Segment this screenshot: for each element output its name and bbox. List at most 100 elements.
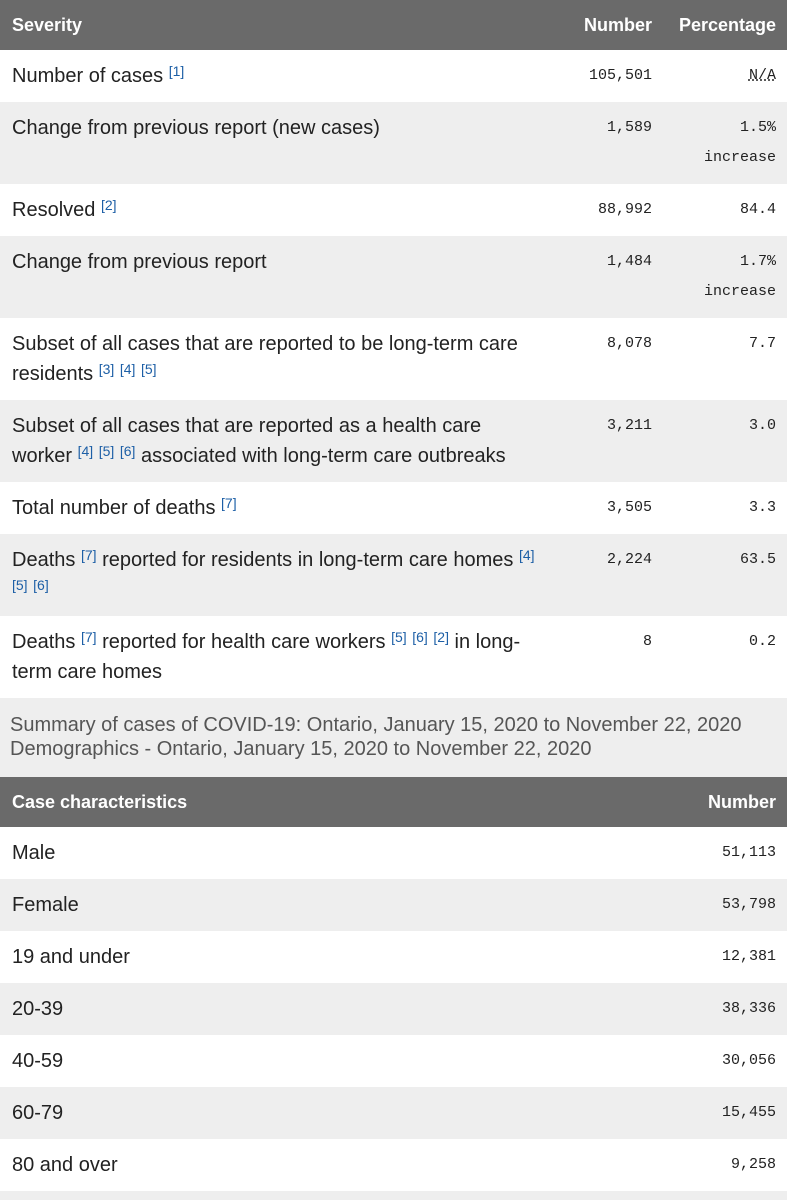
footnote-link[interactable]: [6]	[119, 443, 136, 459]
table-row: Deaths [7] reported for health care work…	[0, 616, 787, 698]
percentage-text: 0.2	[748, 633, 776, 650]
label-text: Total number of deaths	[12, 497, 216, 519]
label-text: Number of cases	[12, 65, 164, 87]
table-row: Number of cases [1] 105,501 N/A	[0, 50, 787, 102]
percentage-cell: 3.3	[652, 482, 787, 534]
label-cell: Female	[0, 879, 560, 931]
header-cell: Case characteristics	[0, 777, 560, 827]
table-row: Subset of all cases that are reported to…	[0, 318, 787, 400]
label-cell: Change from previous report	[0, 236, 560, 318]
table-row: 60-79 15,455	[0, 1087, 787, 1139]
label-cell: Deaths [7] reported for residents in lon…	[0, 534, 560, 616]
percentage-cell: 3.0	[652, 400, 787, 482]
severity-table: Severity Number Percentage Number of cas…	[0, 0, 787, 698]
caption-line: Summary of cases of COVID-19: Ontario, J…	[10, 714, 742, 736]
footnote-link[interactable]: [4]	[77, 443, 94, 459]
table-row: Resolved [2] 88,992 84.4	[0, 184, 787, 236]
footnote-link[interactable]: [3]	[98, 361, 115, 377]
number-cell: 8	[560, 616, 652, 698]
label-text: in long-term care homes	[12, 631, 521, 683]
label-cell: 40-59	[0, 1035, 560, 1087]
table-row: Male 51,113	[0, 827, 787, 879]
label-cell: 60-79	[0, 1087, 560, 1139]
label-text: Deaths	[12, 631, 76, 653]
label-text: reported for residents in long-term care…	[102, 549, 514, 571]
footnote-link[interactable]: [2]	[100, 197, 117, 213]
footnote-link[interactable]: [6]	[33, 577, 49, 593]
label-cell: 19 and under	[0, 931, 560, 983]
label-text: reported for health care workers	[102, 631, 386, 653]
footnote-link[interactable]: [5]	[141, 361, 157, 377]
footnote-link[interactable]: [7]	[221, 495, 237, 511]
label-cell: Total number of deaths [7]	[0, 482, 560, 534]
table-row: Total number of deaths [7] 3,505 3.3	[0, 482, 787, 534]
header-cell: Severity	[0, 0, 560, 50]
label-text: Subset of all cases that are reported to…	[12, 333, 518, 385]
footnote-link[interactable]: [5]	[98, 443, 115, 459]
percentage-text: 1.7% increase	[703, 253, 776, 300]
number-cell: 8,078	[560, 318, 652, 400]
number-cell: 3,211	[560, 400, 652, 482]
number-cell: 15,455	[560, 1087, 787, 1139]
number-cell: 12,381	[560, 931, 787, 983]
header-cell: Number	[560, 0, 652, 50]
label-cell: Number of cases [1]	[0, 50, 560, 102]
percentage-text: 3.3	[748, 499, 776, 516]
number-cell: 9,258	[560, 1139, 787, 1191]
percentage-cell: 1.7% increase	[652, 236, 787, 318]
table-row: Female 53,798	[0, 879, 787, 931]
footnote-link[interactable]: [5]	[12, 577, 28, 593]
table-row: Deaths [7] reported for residents in lon…	[0, 534, 787, 616]
number-cell: 1,589	[560, 102, 652, 184]
caption-line: Demographics - Ontario, January 15, 2020…	[10, 738, 592, 760]
number-cell: 88,992	[560, 184, 652, 236]
footnote-link[interactable]: [2]	[433, 629, 449, 645]
footnote-link[interactable]: [4]	[518, 547, 535, 563]
label-text: Subset of all cases that are reported as…	[12, 415, 482, 467]
percentage-text: 3.0	[748, 417, 776, 434]
footnote-link[interactable]: [7]	[80, 547, 97, 563]
footnote-link[interactable]: [1]	[168, 63, 185, 79]
label-text: associated with long-term care outbreaks	[141, 445, 506, 467]
table-row: Change from previous report 1,484 1.7% inc…	[0, 236, 787, 318]
footnote-link[interactable]: [7]	[80, 629, 97, 645]
header-row: Severity Number Percentage	[0, 0, 787, 50]
footnote-link[interactable]: [4]	[119, 361, 136, 377]
header-cell: Percentage	[652, 0, 787, 50]
label-cell: Subset of all cases that are reported to…	[0, 318, 560, 400]
percentage-cell: 1.5% increase	[652, 102, 787, 184]
label-cell: Resolved [2]	[0, 184, 560, 236]
number-cell: 2,224	[560, 534, 652, 616]
label-text: Change from previous report (new cases)	[12, 117, 380, 139]
percentage-text: 84.4	[739, 201, 776, 218]
demographics-table: Case characteristics Number Male 51,113 Fe…	[0, 777, 787, 1191]
percentage-text: N/A	[748, 67, 776, 84]
label-text: Deaths	[12, 549, 76, 571]
number-cell: 38,336	[560, 983, 787, 1035]
label-cell: Subset of all cases that are reported as…	[0, 400, 560, 482]
number-cell: 1,484	[560, 236, 652, 318]
percentage-cell: 63.5	[652, 534, 787, 616]
number-cell: 3,505	[560, 482, 652, 534]
percentage-text: 7.7	[748, 335, 776, 352]
percentage-cell: 0.2	[652, 616, 787, 698]
label-cell: 80 and over	[0, 1139, 560, 1191]
percentage-cell: 7.7	[652, 318, 787, 400]
label-cell: Male	[0, 827, 560, 879]
label-cell: Deaths [7] reported for health care work…	[0, 616, 560, 698]
footnote-link[interactable]: [5]	[391, 629, 407, 645]
number-cell: 51,113	[560, 827, 787, 879]
header-cell: Number	[560, 777, 787, 827]
label-cell: Change from previous report (new cases)	[0, 102, 560, 184]
percentage-cell: 84.4	[652, 184, 787, 236]
footnote-link[interactable]: [6]	[412, 629, 428, 645]
percentage-text: 1.5% increase	[703, 119, 776, 166]
table-row: 20-39 38,336	[0, 983, 787, 1035]
percentage-cell: N/A	[652, 50, 787, 102]
label-text: Resolved	[12, 199, 96, 221]
number-cell: 53,798	[560, 879, 787, 931]
number-cell: 30,056	[560, 1035, 787, 1087]
table-row: 80 and over 9,258	[0, 1139, 787, 1191]
label-cell: 20-39	[0, 983, 560, 1035]
